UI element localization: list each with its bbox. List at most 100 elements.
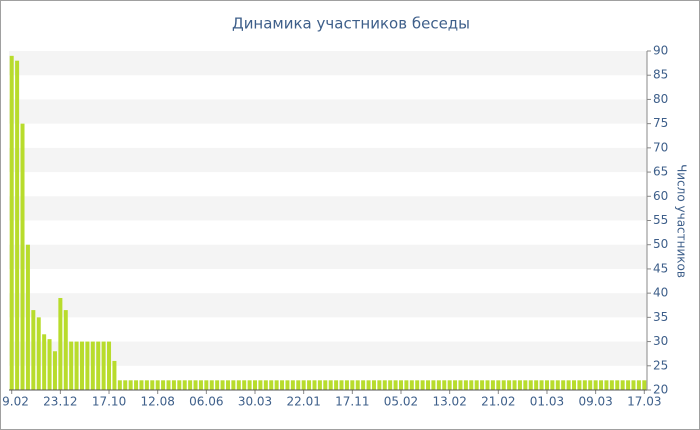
bar (409, 380, 414, 390)
x-tick-label: 12.08 (141, 395, 175, 409)
bar (334, 380, 339, 390)
bar (63, 310, 68, 390)
bar (177, 380, 182, 390)
bar (236, 380, 241, 390)
y-tick-label: 20 (653, 383, 668, 397)
y-tick-label: 35 (653, 310, 668, 324)
bar (501, 380, 506, 390)
bar (447, 380, 452, 390)
bar (393, 380, 398, 390)
bar (215, 380, 220, 390)
bar (582, 380, 587, 390)
bar (496, 380, 501, 390)
bar (307, 380, 312, 390)
bar (52, 351, 57, 390)
bar (615, 380, 620, 390)
x-tick-label: 17.03 (627, 395, 661, 409)
bar (317, 380, 322, 390)
x-tick-label: 01.03 (530, 395, 564, 409)
x-tick-label: 30.03 (238, 395, 272, 409)
y-tick-label: 70 (653, 140, 668, 154)
bar (128, 380, 133, 390)
bar (31, 310, 36, 390)
bar (161, 380, 166, 390)
bar (285, 380, 290, 390)
bar (404, 380, 409, 390)
bar (188, 380, 193, 390)
y-tick-label: 85 (653, 68, 668, 82)
bar (198, 380, 203, 390)
bar (263, 380, 268, 390)
bar (431, 380, 436, 390)
bar (550, 380, 555, 390)
bar (528, 380, 533, 390)
bar (134, 380, 139, 390)
bar (42, 334, 47, 390)
bar (485, 380, 490, 390)
bar (398, 380, 403, 390)
bar (458, 380, 463, 390)
bar (90, 341, 95, 390)
bar (171, 380, 176, 390)
bar (388, 380, 393, 390)
bar (69, 341, 74, 390)
bar (96, 341, 101, 390)
y-tick-label: 60 (653, 189, 668, 203)
bar (20, 123, 25, 391)
y-tick-label: 80 (653, 92, 668, 106)
bar (9, 55, 14, 390)
y-tick-label: 55 (653, 213, 668, 227)
bar (150, 380, 155, 390)
y-tick-label: 75 (653, 116, 668, 130)
bar (290, 380, 295, 390)
bar (453, 380, 458, 390)
bar (328, 380, 333, 390)
bar (323, 380, 328, 390)
bar (280, 380, 285, 390)
grid-band (9, 244, 647, 269)
bar (155, 380, 160, 390)
bar (507, 380, 512, 390)
bar (193, 380, 198, 390)
bar (642, 380, 647, 390)
bar (79, 341, 84, 390)
chart-title: Динамика участников беседы (232, 15, 470, 33)
x-tick-label: 06.06 (189, 395, 223, 409)
bar (534, 380, 539, 390)
bar (572, 380, 577, 390)
bar (296, 380, 301, 390)
bar (247, 380, 252, 390)
bar (123, 380, 128, 390)
bar (463, 380, 468, 390)
bar (555, 380, 560, 390)
bar (220, 380, 225, 390)
bar (74, 341, 79, 390)
bar (101, 341, 106, 390)
x-tick-label: 05.02 (384, 395, 418, 409)
bar (442, 380, 447, 390)
bar (415, 380, 420, 390)
bar (339, 380, 344, 390)
y-tick-label: 30 (653, 334, 668, 348)
bar (258, 380, 263, 390)
bar (561, 380, 566, 390)
bar (436, 380, 441, 390)
bar (371, 380, 376, 390)
bar (350, 380, 355, 390)
bar (242, 380, 247, 390)
x-tick-label: 22.01 (286, 395, 320, 409)
bar (469, 380, 474, 390)
bar (599, 380, 604, 390)
x-tick-label: 17.11 (335, 395, 369, 409)
x-tick-label: 17.10 (92, 395, 126, 409)
bar (474, 380, 479, 390)
bar (636, 380, 641, 390)
bar (377, 380, 382, 390)
bar (209, 380, 214, 390)
bar (204, 380, 209, 390)
bar (604, 380, 609, 390)
bar (112, 360, 117, 390)
bar (539, 380, 544, 390)
